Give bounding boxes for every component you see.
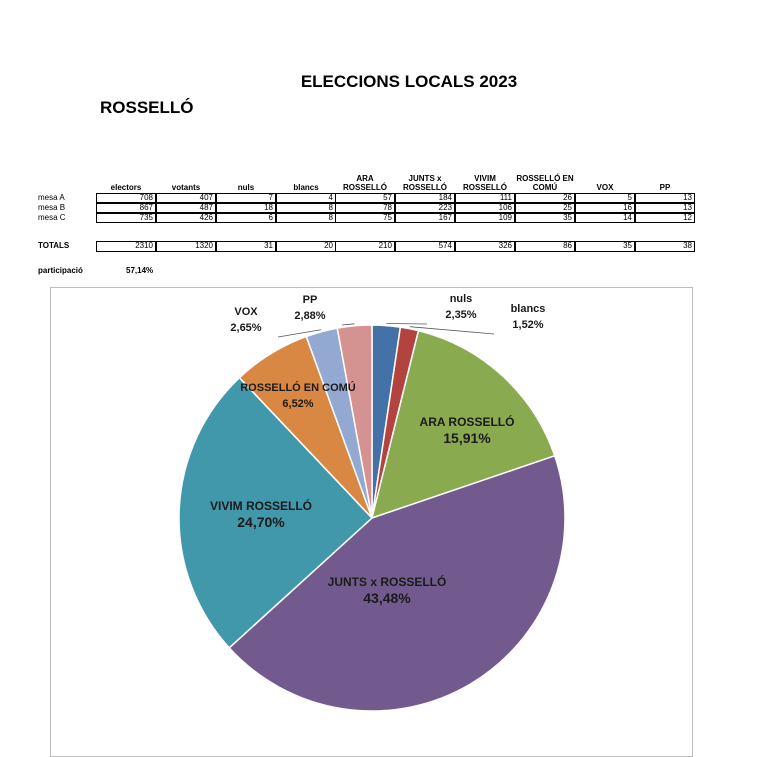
row-label: mesa C — [38, 213, 66, 222]
leader-line — [342, 324, 354, 325]
slice-value-label: 2,35% — [445, 309, 476, 321]
table-cell: 13 — [635, 193, 695, 203]
slice-name-label: VOX — [234, 306, 258, 318]
table-cell: 78 — [335, 203, 395, 213]
column-header: VIVIM ROSSELLÓ — [455, 166, 515, 192]
totals-cell: 31 — [216, 241, 276, 252]
slice-name-label: blancs — [511, 303, 546, 315]
totals-cell: 2310 — [96, 241, 156, 252]
column-header: blancs — [276, 166, 336, 192]
table-cell: 111 — [455, 193, 515, 203]
slice-name-label: ARA ROSSELLÓ — [420, 414, 515, 429]
table-cell: 25 — [515, 203, 575, 213]
table-cell: 708 — [96, 193, 156, 203]
slice-value-label: 6,52% — [282, 398, 313, 410]
table-cell: 407 — [156, 193, 216, 203]
table-cell: 426 — [156, 213, 216, 223]
totals-cell: 210 — [335, 241, 395, 252]
slice-value-label: 15,91% — [443, 430, 491, 446]
page-subtitle: ROSSELLÓ — [100, 98, 194, 118]
column-header: ROSSELLÓ EN COMÚ — [515, 166, 575, 192]
slice-name-label: VIVIM ROSSELLÓ — [210, 498, 312, 513]
slice-value-label: 43,48% — [363, 590, 411, 606]
table-cell: 16 — [575, 203, 635, 213]
slice-value-label: 24,70% — [237, 514, 285, 530]
column-header: PP — [635, 166, 695, 192]
table-cell: 867 — [96, 203, 156, 213]
table-cell: 12 — [635, 213, 695, 223]
slice-name-label: JUNTS x ROSSELLÓ — [328, 574, 447, 589]
row-label: mesa B — [38, 203, 65, 212]
slice-name-label: nuls — [450, 293, 473, 305]
column-header: votants — [156, 166, 216, 192]
table-cell: 14 — [575, 213, 635, 223]
totals-cell: 86 — [515, 241, 575, 252]
table-cell: 7 — [216, 193, 276, 203]
table-cell: 8 — [276, 203, 336, 213]
participation-label: participació — [38, 266, 83, 275]
totals-label: TOTALS — [38, 241, 69, 250]
participation-value: 57,14% — [126, 266, 153, 275]
table-cell: 223 — [395, 203, 455, 213]
totals-cell: 35 — [575, 241, 635, 252]
totals-cell: 1320 — [156, 241, 216, 252]
slice-name-label: PP — [303, 294, 318, 306]
column-header: VOX — [575, 166, 635, 192]
table-cell: 184 — [395, 193, 455, 203]
table-cell: 167 — [395, 213, 455, 223]
table-cell: 57 — [335, 193, 395, 203]
column-header: JUNTS x ROSSELLÓ — [395, 166, 455, 192]
slice-value-label: 2,88% — [294, 310, 325, 322]
table-cell: 6 — [216, 213, 276, 223]
slice-value-label: 2,65% — [230, 322, 261, 334]
totals-cell: 326 — [455, 241, 515, 252]
column-header: ARA ROSSELLÓ — [335, 166, 395, 192]
table-cell: 487 — [156, 203, 216, 213]
page-title: ELECCIONS LOCALS 2023 — [25, 72, 768, 92]
row-label: mesa A — [38, 193, 65, 202]
table-cell: 5 — [575, 193, 635, 203]
table-cell: 4 — [276, 193, 336, 203]
totals-cell: 20 — [276, 241, 336, 252]
table-cell: 26 — [515, 193, 575, 203]
table-cell: 109 — [455, 213, 515, 223]
table-cell: 75 — [335, 213, 395, 223]
table-cell: 35 — [515, 213, 575, 223]
totals-cell: 38 — [635, 241, 695, 252]
slice-value-label: 1,52% — [512, 319, 543, 331]
column-header: electors — [96, 166, 156, 192]
table-cell: 18 — [216, 203, 276, 213]
table-cell: 106 — [455, 203, 515, 213]
slice-name-label: ROSSELLÓ EN COMÚ — [240, 381, 356, 394]
table-cell: 735 — [96, 213, 156, 223]
totals-cell: 574 — [395, 241, 455, 252]
column-header: nuls — [216, 166, 276, 192]
table-cell: 8 — [276, 213, 336, 223]
table-cell: 13 — [635, 203, 695, 213]
